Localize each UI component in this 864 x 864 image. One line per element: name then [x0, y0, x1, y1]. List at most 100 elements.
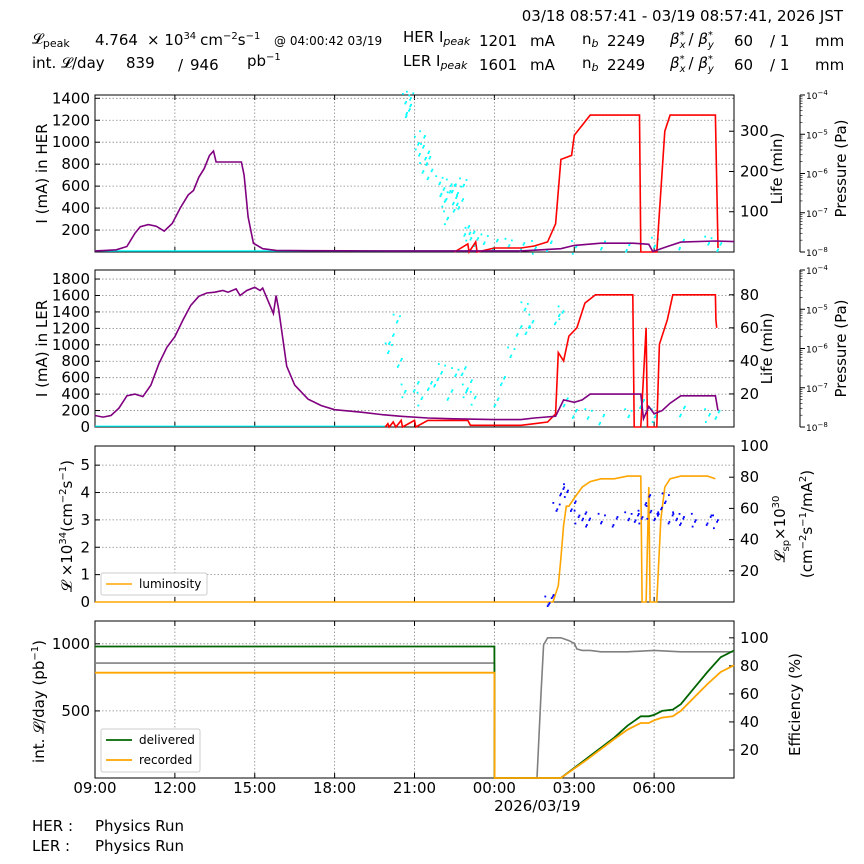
specific-luminosity-point	[709, 516, 712, 518]
specific-ylabel-1: 𝓛sp×1030	[771, 496, 792, 563]
ler-pressure-point	[392, 333, 395, 336]
ler-pressure-point	[404, 390, 407, 392]
her-life-ylabel: Life (min)	[768, 133, 786, 205]
specific-luminosity-point	[578, 514, 581, 517]
specific-luminosity-point	[566, 491, 569, 494]
ler-pressure-point	[599, 421, 602, 424]
specific-luminosity-point	[567, 489, 569, 492]
her-pressure-point	[402, 93, 404, 95]
her-pressure-point	[453, 209, 456, 211]
her-pressure-point	[522, 243, 525, 246]
specific-luminosity-point	[637, 513, 640, 515]
ler-beta2: / 1	[770, 56, 789, 74]
her-current-line	[94, 149, 735, 253]
her-pressure-point	[425, 157, 427, 159]
y-tick-label: 1000	[52, 133, 90, 151]
her-pressure-point	[625, 249, 628, 251]
her-pressure-point	[427, 152, 430, 154]
her-pressure-point	[679, 246, 681, 249]
specific-luminosity-point	[691, 525, 694, 528]
y2-tick-label: 200	[740, 162, 769, 180]
her-pressure-point	[453, 184, 456, 186]
her-pressure-point	[571, 252, 574, 255]
her-pressure-ylabel: Pressure (Pa)	[832, 119, 850, 217]
her-pressure-point	[492, 248, 494, 251]
ler-pressure-point	[524, 307, 527, 310]
footer-her-status: Physics Run	[95, 817, 184, 835]
ler-pressure-point	[503, 377, 505, 380]
y2-tick-label: 100	[740, 437, 769, 455]
her-pressure-point	[465, 239, 468, 242]
her-pressure-point	[473, 245, 476, 247]
ler-pressure-point	[509, 356, 512, 358]
her-pressure-point	[442, 188, 445, 191]
specific-luminosity-point	[672, 513, 675, 515]
intl-unit: pb−1	[247, 52, 281, 70]
her-pressure-point	[412, 92, 415, 95]
specific-luminosity-point	[555, 510, 558, 512]
ler-pressure-point	[464, 366, 467, 369]
ler-pressure-point	[466, 387, 469, 390]
specific-luminosity-point	[634, 519, 637, 522]
ler-pressure-point	[451, 389, 454, 392]
ler-pressure-point	[524, 333, 527, 335]
ler-pressure-point	[680, 413, 682, 416]
her-pressure-point	[507, 245, 510, 248]
ler-pressure-point	[437, 377, 440, 380]
ler-current-line	[94, 286, 719, 422]
specific-luminosity-point	[645, 502, 648, 504]
ler-pressure-point	[554, 323, 556, 326]
y-tick-label: 500	[61, 702, 90, 720]
her-pressure-point	[405, 113, 408, 116]
her-pressure-point	[708, 242, 710, 244]
her-pressure-point	[428, 157, 431, 160]
specific-luminosity-point	[661, 492, 664, 495]
her-pressure-point	[654, 244, 656, 247]
specific-luminosity-point	[641, 516, 644, 518]
specific-luminosity-point	[546, 605, 549, 607]
specific-luminosity-point	[648, 495, 651, 498]
y2-tick-label: 20	[740, 385, 759, 403]
specific-luminosity-point	[612, 524, 615, 526]
ler-pressure-point	[531, 321, 534, 324]
ler-pressure-point	[709, 413, 711, 415]
ler-pressure-point	[627, 416, 630, 419]
pressure-tick-label: 10−7	[806, 382, 828, 395]
ler-pressure-point	[650, 408, 653, 411]
her-pressure-point	[422, 170, 425, 172]
y-tick-label: 800	[61, 155, 90, 173]
her-pressure-point	[446, 218, 449, 221]
specific-luminosity-point	[600, 520, 603, 523]
her-pressure-point	[461, 199, 464, 202]
specific-luminosity-point	[628, 517, 631, 520]
ler-pressure-point	[562, 310, 565, 313]
her-pressure-point	[441, 176, 444, 179]
specific-luminosity-point	[645, 505, 648, 507]
y-tick-label: 4	[80, 484, 90, 502]
intl-delivered: 946	[190, 56, 219, 74]
y2-tick-label: 20	[740, 562, 759, 580]
her-pressure-point	[439, 195, 442, 198]
her-pressure-point	[571, 240, 573, 242]
ler-pressure-point	[473, 397, 476, 400]
ler-pressure-point	[640, 405, 642, 408]
her-pressure-point	[418, 154, 420, 157]
specific-luminosity-point	[678, 513, 681, 515]
her-pressure-point	[420, 143, 422, 145]
her-beta: 60	[734, 32, 753, 50]
her-pressure-point	[476, 238, 479, 241]
her-pressure-point	[451, 191, 453, 194]
her-pressure-point	[425, 163, 428, 166]
y2-tick-label: 20	[740, 741, 759, 759]
her-pressure-point	[604, 240, 606, 243]
specific-luminosity-point	[657, 511, 660, 514]
her-pressure-point	[462, 198, 464, 201]
ler-pressure-point	[462, 396, 465, 399]
ler-pressure-point	[575, 409, 578, 411]
specific-luminosity-point	[672, 511, 674, 514]
ler-pressure-point	[718, 409, 721, 412]
her-pressure-point	[473, 230, 476, 233]
lpeak-unit: × 1034 cm−2s−1	[147, 31, 260, 49]
